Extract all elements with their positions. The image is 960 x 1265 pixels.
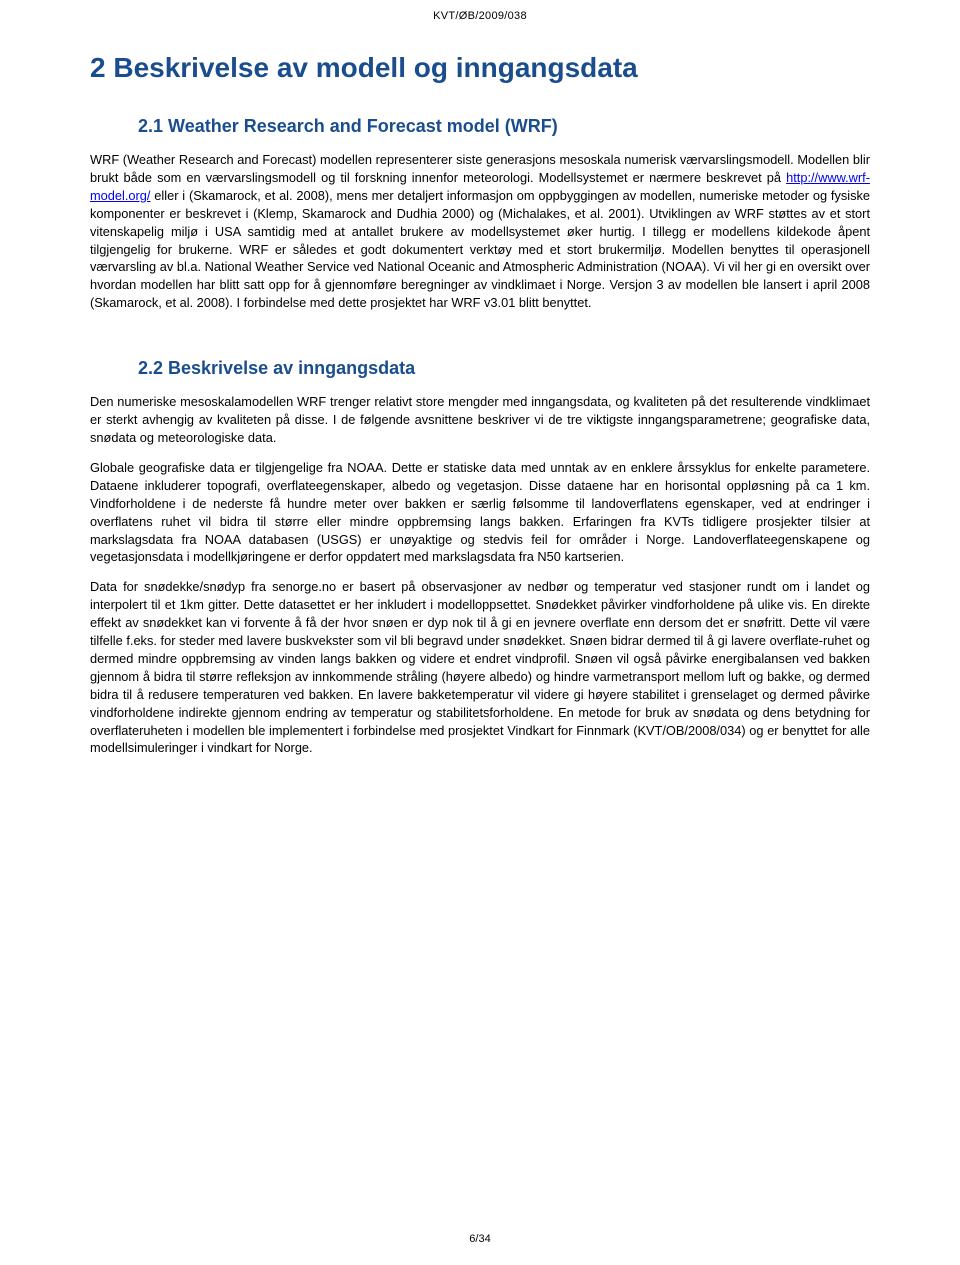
section-22-para-3: Data for snødekke/snødyp fra senorge.no … [90, 578, 870, 757]
section-gap [90, 324, 870, 358]
section-22-para-2: Globale geografiske data er tilgjengelig… [90, 459, 870, 566]
document-page: KVT/ØB/2009/038 2 Beskrivelse av modell … [0, 0, 960, 809]
heading-2-inngangsdata: 2.2 Beskrivelse av inngangsdata [138, 358, 870, 379]
document-id: KVT/ØB/2009/038 [90, 10, 870, 22]
section-22-para-1: Den numeriske mesoskalamodellen WRF tren… [90, 393, 870, 447]
para-text-b: eller i (Skamarock, et al. 2008), mens m… [90, 188, 870, 310]
heading-2-wrf: 2.1 Weather Research and Forecast model … [138, 116, 870, 137]
section-21-paragraph: WRF (Weather Research and Forecast) mode… [90, 151, 870, 312]
para-text-a: WRF (Weather Research and Forecast) mode… [90, 152, 870, 185]
page-number: 6/34 [0, 1233, 960, 1245]
heading-1: 2 Beskrivelse av modell og inngangsdata [90, 52, 870, 84]
